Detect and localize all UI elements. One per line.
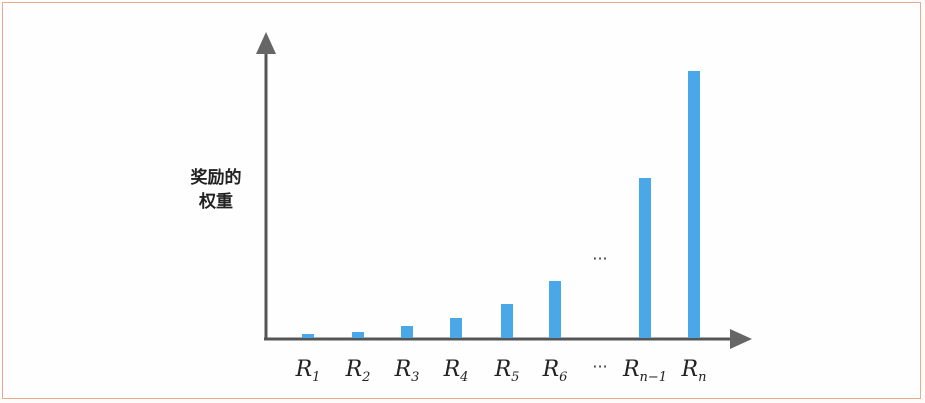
bar-8 — [639, 178, 651, 338]
bar-9 — [688, 71, 700, 338]
bar-3 — [401, 326, 413, 338]
x-tick-label-4: R4 — [443, 357, 469, 385]
x-tick-label-9: Rn — [681, 357, 707, 385]
x-tick-label-7: ··· — [592, 357, 607, 376]
x-axis-arrow — [730, 329, 752, 349]
gap-marker: ··· — [592, 249, 607, 268]
x-tick-label-3: R3 — [394, 357, 420, 385]
y-axis-arrow — [256, 32, 276, 54]
y-axis-label-line-2: 权重 — [198, 191, 233, 212]
x-tick-label-8: Rn−1 — [622, 357, 667, 385]
bar-1 — [302, 334, 314, 338]
x-tick-label-2: R2 — [345, 357, 371, 385]
x-tick-label-1: R1 — [295, 357, 321, 385]
bar-4 — [450, 318, 462, 338]
bar-6 — [549, 281, 561, 338]
bar-2 — [352, 332, 364, 338]
x-tick-label-5: R5 — [494, 357, 520, 385]
bar-5 — [501, 304, 513, 338]
y-axis-label-line-1: 奖励的 — [191, 167, 242, 188]
x-tick-label-6: R6 — [542, 357, 568, 385]
